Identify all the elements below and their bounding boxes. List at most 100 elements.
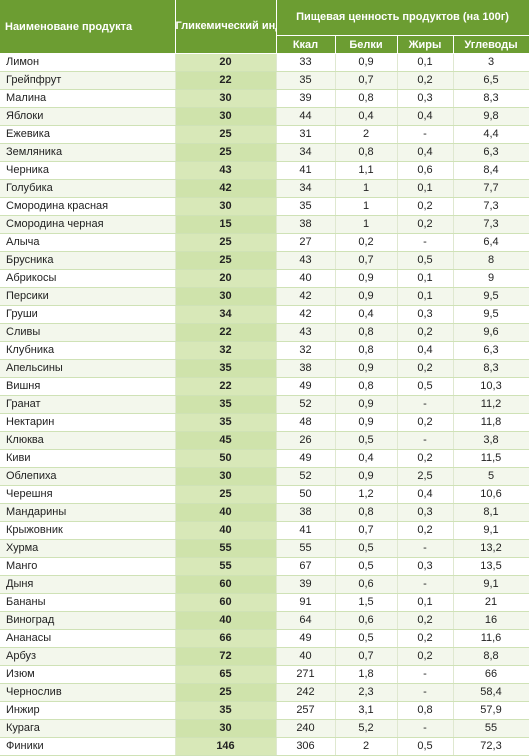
fat-cell: 0,1 xyxy=(397,593,454,612)
carbs-cell: 13,2 xyxy=(453,539,529,558)
fat-cell: 0,2 xyxy=(397,629,454,648)
protein-cell: 0,8 xyxy=(335,377,398,396)
glycemic-index-cell: 66 xyxy=(175,629,277,648)
protein-cell: 0,9 xyxy=(335,395,398,414)
protein-cell: 0,9 xyxy=(335,467,398,486)
product-name-cell: Груши xyxy=(0,305,176,324)
product-name-cell: Смородина красная xyxy=(0,197,176,216)
product-name-cell: Малина xyxy=(0,89,176,108)
fat-cell: 0,6 xyxy=(397,161,454,180)
glycemic-index-cell: 60 xyxy=(175,593,277,612)
glycemic-index-cell: 25 xyxy=(175,233,277,252)
product-name-cell: Гранат xyxy=(0,395,176,414)
fat-cell: 0,2 xyxy=(397,215,454,234)
fat-cell: 0,2 xyxy=(397,521,454,540)
table-row: Манго 55 67 0,5 0,3 13,5 xyxy=(0,557,529,576)
table-row: Брусника 25 43 0,7 0,5 8 xyxy=(0,251,529,270)
product-name-cell: Дыня xyxy=(0,575,176,594)
glycemic-index-cell: 22 xyxy=(175,71,277,90)
protein-cell: 0,6 xyxy=(335,611,398,630)
kcal-cell: 242 xyxy=(276,683,336,702)
carbs-cell: 9,6 xyxy=(453,323,529,342)
kcal-cell: 34 xyxy=(276,179,336,198)
protein-cell: 0,7 xyxy=(335,251,398,270)
product-name-cell: Ежевика xyxy=(0,125,176,144)
glycemic-index-cell: 30 xyxy=(175,287,277,306)
glycemic-index-cell: 55 xyxy=(175,557,277,576)
table-row: Мандарины 40 38 0,8 0,3 8,1 xyxy=(0,503,529,522)
kcal-cell: 39 xyxy=(276,89,336,108)
kcal-cell: 49 xyxy=(276,449,336,468)
fat-cell: 0,3 xyxy=(397,503,454,522)
carbs-cell: 10,3 xyxy=(453,377,529,396)
table-row: Хурма 55 55 0,5-13,2 xyxy=(0,539,529,558)
protein-cell: 0,7 xyxy=(335,647,398,666)
fat-cell: 0,1 xyxy=(397,269,454,288)
glycemic-index-cell: 30 xyxy=(175,467,277,486)
fat-cell: 0,2 xyxy=(397,647,454,666)
product-name-cell: Черешня xyxy=(0,485,176,504)
carbs-cell: 57,9 xyxy=(453,701,529,720)
protein-cell: 0,4 xyxy=(335,305,398,324)
fat-cell: 0,2 xyxy=(397,71,454,90)
table-row: Голубика 42 34 1 0,1 7,7 xyxy=(0,179,529,198)
product-name-cell: Клубника xyxy=(0,341,176,360)
protein-cell: 1 xyxy=(335,179,398,198)
protein-cell: 0,8 xyxy=(335,341,398,360)
glycemic-index-cell: 22 xyxy=(175,377,277,396)
carbs-cell: 9,8 xyxy=(453,107,529,126)
kcal-cell: 50 xyxy=(276,485,336,504)
carbs-cell: 3 xyxy=(453,53,529,72)
protein-cell: 0,8 xyxy=(335,143,398,162)
glycemic-index-cell: 22 xyxy=(175,323,277,342)
fat-cell: 0,4 xyxy=(397,143,454,162)
glycemic-index-cell: 25 xyxy=(175,251,277,270)
carbs-cell: 72,3 xyxy=(453,737,529,756)
fat-cell: 0,5 xyxy=(397,737,454,756)
kcal-cell: 91 xyxy=(276,593,336,612)
fat-cell: 2,5 xyxy=(397,467,454,486)
product-name-cell: Апельсины xyxy=(0,359,176,378)
fat-cell: 0,3 xyxy=(397,305,454,324)
table-row: Ежевика 25 31 2-4,4 xyxy=(0,125,529,144)
product-name-cell: Бананы xyxy=(0,593,176,612)
kcal-cell: 48 xyxy=(276,413,336,432)
table-row: Клюква 45 26 0,5-3,8 xyxy=(0,431,529,450)
glycemic-index-cell: 25 xyxy=(175,125,277,144)
product-name-cell: Инжир xyxy=(0,701,176,720)
glycemic-index-cell: 30 xyxy=(175,107,277,126)
product-name-cell: Киви xyxy=(0,449,176,468)
carbs-cell: 9,5 xyxy=(453,305,529,324)
kcal-cell: 52 xyxy=(276,467,336,486)
table-row: Лимон 20 33 0,9 0,1 3 xyxy=(0,53,529,72)
table-row: Бананы 60 91 1,5 0,1 21 xyxy=(0,593,529,612)
fat-cell: - xyxy=(397,683,454,702)
fat-cell: 0,2 xyxy=(397,197,454,216)
table-row: Вишня 22 49 0,8 0,5 10,3 xyxy=(0,377,529,396)
protein-cell: 2 xyxy=(335,125,398,144)
protein-cell: 3,1 xyxy=(335,701,398,720)
fat-cell: 0,4 xyxy=(397,107,454,126)
kcal-cell: 64 xyxy=(276,611,336,630)
glycemic-index-cell: 35 xyxy=(175,413,277,432)
kcal-cell: 38 xyxy=(276,503,336,522)
carbs-cell: 55 xyxy=(453,719,529,738)
kcal-cell: 27 xyxy=(276,233,336,252)
fat-cell: 0,2 xyxy=(397,611,454,630)
protein-cell: 0,7 xyxy=(335,71,398,90)
product-name-cell: Финики xyxy=(0,737,176,756)
protein-cell: 0,5 xyxy=(335,431,398,450)
glycemic-index-cell: 30 xyxy=(175,197,277,216)
protein-cell: 0,8 xyxy=(335,89,398,108)
protein-cell: 0,5 xyxy=(335,557,398,576)
product-name-cell: Алыча xyxy=(0,233,176,252)
table-row: Курага 30 240 5,2-55 xyxy=(0,719,529,738)
fat-cell: - xyxy=(397,395,454,414)
kcal-cell: 32 xyxy=(276,341,336,360)
fat-cell: - xyxy=(397,125,454,144)
fat-cell: - xyxy=(397,233,454,252)
carbs-cell: 21 xyxy=(453,593,529,612)
carbs-cell: 7,3 xyxy=(453,197,529,216)
fat-cell: - xyxy=(397,719,454,738)
